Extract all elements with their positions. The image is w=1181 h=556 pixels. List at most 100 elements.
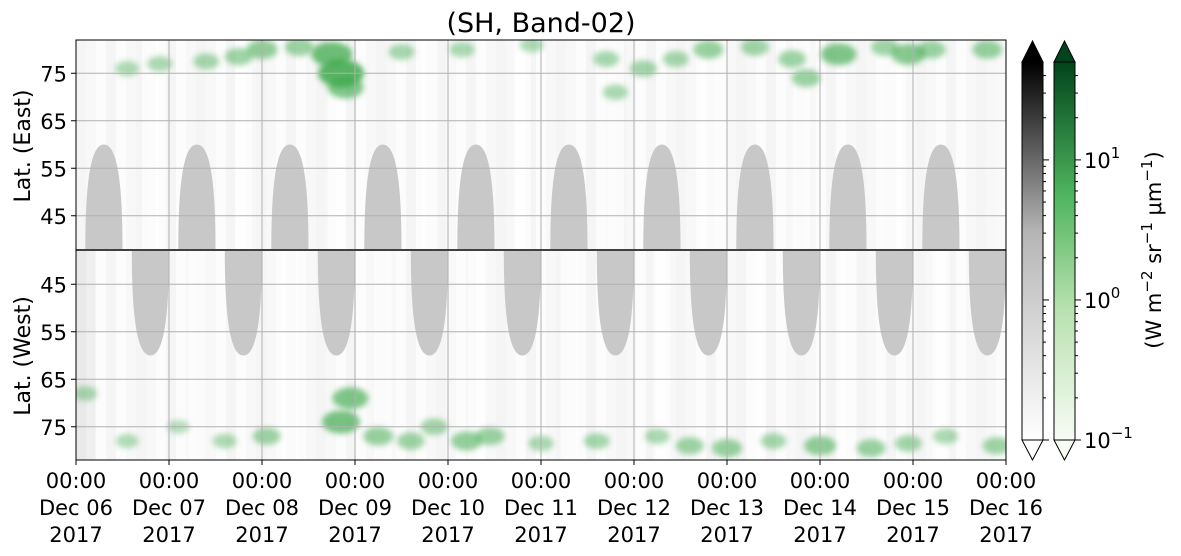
aurora-patch — [820, 43, 857, 66]
x-tick-label-line: Dec 07 — [132, 496, 206, 520]
colorbar-tick-label: 101 — [1084, 144, 1120, 173]
x-tick-label-line: Dec 14 — [783, 496, 857, 520]
x-tick-label: 00:00 Dec 10 2017 — [411, 469, 485, 547]
x-tick-label-line: 2017 — [49, 523, 102, 547]
x-tick-label-line: Dec 16 — [969, 496, 1043, 520]
x-tick-label: 00:00 Dec 06 2017 — [39, 469, 113, 547]
aurora-patch — [451, 431, 483, 451]
aurora-patch — [740, 40, 769, 56]
sunlit-region — [131, 251, 169, 356]
axes: 45 55 65 75 75 65 55 45 00:00 Dec 06 2017 00:00 Dec … — [39, 39, 1043, 547]
x-tick-label-line: Dec 10 — [411, 496, 485, 520]
aurora-patch — [644, 428, 670, 444]
x-tick-label-line: 00:00 — [325, 469, 386, 493]
colorbar-label: (W m−2 sr−1 μm−1) — [1138, 151, 1166, 348]
x-tick-label: 00:00 Dec 13 2017 — [690, 469, 764, 547]
x-tick-label-line: 2017 — [514, 523, 567, 547]
colorbar-green — [1053, 39, 1076, 462]
colorbar-tick-label: 10−1 — [1084, 424, 1133, 453]
sunlit-region — [457, 144, 495, 249]
sunlit-region — [922, 144, 960, 249]
colorbar-label-exponent: −1 — [1138, 222, 1156, 244]
x-tick-label-line: 00:00 — [232, 469, 293, 493]
x-tick-label-line: Dec 08 — [225, 496, 299, 520]
x-tick-label: 00:00 Dec 15 2017 — [876, 469, 950, 547]
aurora-patch — [76, 386, 98, 401]
sunlit-region — [271, 144, 309, 249]
aurora-patch — [475, 427, 505, 446]
y-axis-label-east: Lat. (East) — [11, 90, 36, 203]
x-tick-label: 00:00 Dec 08 2017 — [225, 469, 299, 547]
colorbar-label-text: μm — [1142, 182, 1166, 223]
aurora-patch — [778, 50, 807, 68]
texture-stripe — [86, 251, 96, 460]
x-tick-label-line: Dec 06 — [39, 496, 113, 520]
x-tick-label-line: 00:00 — [46, 469, 107, 493]
x-tick-label: 00:00 Dec 12 2017 — [597, 469, 671, 547]
colorbar-body — [1053, 61, 1076, 441]
panel-west — [76, 251, 1006, 460]
aurora-patch — [982, 437, 1006, 455]
aurora-patch — [327, 76, 364, 99]
sunlit-region — [178, 144, 216, 249]
y-tick-label: 75 — [40, 416, 67, 440]
y-tick-label: 65 — [40, 110, 67, 134]
aurora-patch — [602, 84, 628, 100]
x-tick-label-line: 00:00 — [883, 469, 944, 493]
aurora-patch — [917, 40, 947, 59]
x-tick-label-line: 2017 — [142, 523, 195, 547]
colorbar-body — [1021, 61, 1044, 441]
x-tick-label-line: 2017 — [979, 523, 1032, 547]
colorbar-label-exponent: −1 — [1138, 159, 1156, 181]
aurora-patch — [629, 60, 657, 77]
y-tick-label: 65 — [40, 368, 67, 392]
x-tick-label-line: 00:00 — [139, 469, 200, 493]
aurora-patch — [332, 387, 369, 410]
colorbar-label-text: (W m — [1142, 293, 1166, 349]
x-tick-label-line: 00:00 — [418, 469, 479, 493]
x-tick-label: 00:00 Dec 07 2017 — [132, 469, 206, 547]
aurora-patch — [593, 51, 620, 67]
sunlit-region — [968, 251, 1006, 356]
sunlit-region — [85, 144, 123, 249]
aurora-patch — [212, 433, 237, 449]
colorbar-extend-max — [1021, 39, 1044, 63]
colorbar-extend-max — [1053, 39, 1076, 63]
x-tick-label-line: 2017 — [700, 523, 753, 547]
aurora-patch — [449, 41, 475, 58]
sunlit-region — [875, 251, 913, 356]
x-tick-label: 00:00 Dec 11 2017 — [504, 469, 578, 547]
x-tick-label-line: Dec 15 — [876, 496, 950, 520]
y-tick-label: 55 — [40, 157, 67, 181]
x-tick-label-line: Dec 13 — [690, 496, 764, 520]
aurora-patch — [693, 40, 724, 59]
sunlit-region — [596, 251, 634, 356]
colorbar-tick-base: 10 — [1084, 149, 1111, 173]
x-tick-label-line: 00:00 — [604, 469, 665, 493]
aurora-patch — [322, 410, 361, 434]
x-tick-label-line: 2017 — [607, 523, 660, 547]
colorbar-label-exponent: −2 — [1138, 270, 1156, 292]
sunlit-region — [782, 251, 820, 356]
sunlit-region — [829, 144, 867, 249]
aurora-patch — [224, 48, 253, 66]
aurora-patch — [894, 435, 922, 452]
aurora-patch — [363, 427, 394, 446]
x-tick-label-line: 2017 — [886, 523, 939, 547]
x-tick-label-line: 2017 — [328, 523, 381, 547]
aurora-patch — [115, 433, 139, 449]
aurora-patch — [252, 427, 281, 445]
x-tick-label-line: Dec 12 — [597, 496, 671, 520]
aurora-patch — [388, 43, 415, 60]
colorbar-tick-exponent: −1 — [1111, 424, 1133, 442]
y-tick-label: 45 — [40, 273, 67, 297]
x-tick-label: 00:00 Dec 09 2017 — [318, 469, 392, 547]
x-tick-label-line: 00:00 — [790, 469, 851, 493]
y-axis-label-west: Lat. (West) — [11, 296, 36, 416]
aurora-patch — [791, 69, 821, 87]
sunlit-region — [736, 144, 774, 249]
aurora-patch — [662, 51, 689, 67]
x-tick-label-line: 00:00 — [976, 469, 1037, 493]
x-tick-label-line: 2017 — [793, 523, 846, 547]
